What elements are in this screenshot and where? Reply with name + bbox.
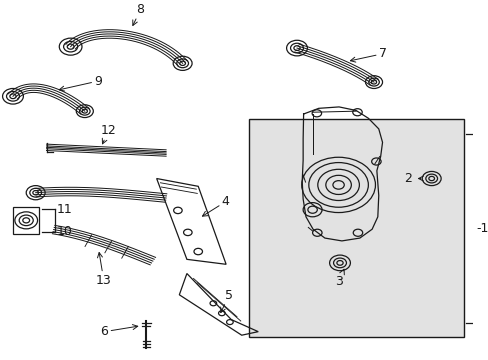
Text: 11: 11: [56, 203, 72, 216]
Text: 5: 5: [220, 289, 233, 312]
Text: 9: 9: [59, 75, 102, 91]
Text: 7: 7: [350, 47, 386, 62]
Text: 6: 6: [101, 325, 138, 338]
Text: 3: 3: [334, 269, 344, 288]
Text: 13: 13: [96, 252, 111, 287]
Text: -1: -1: [476, 222, 488, 235]
Text: 2: 2: [403, 172, 423, 185]
Bar: [13, 207, 40, 234]
Text: 12: 12: [101, 125, 116, 144]
Text: 8: 8: [133, 3, 144, 26]
Text: 4: 4: [202, 195, 229, 216]
Text: 10: 10: [56, 225, 72, 238]
Bar: [248, 119, 463, 337]
